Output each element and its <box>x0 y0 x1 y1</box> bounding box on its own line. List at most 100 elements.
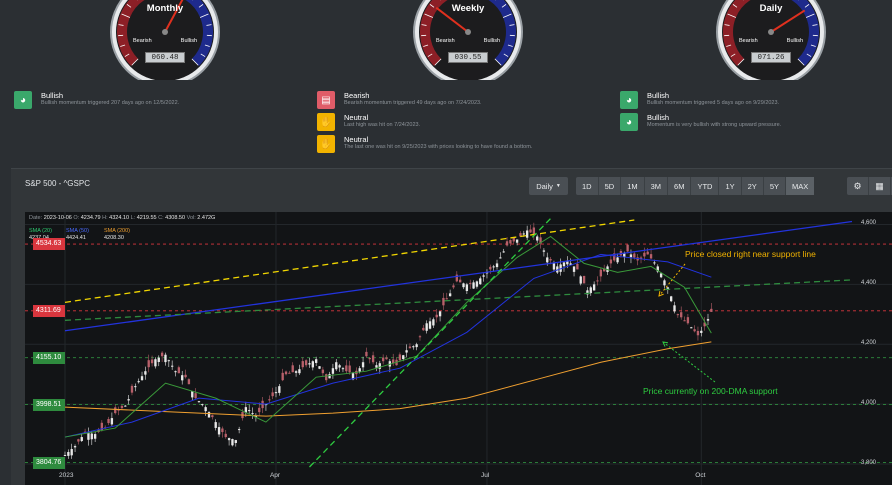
settings-icon[interactable]: ⚙ <box>847 177 869 195</box>
trendline[interactable] <box>309 218 552 468</box>
candle-body <box>274 392 278 394</box>
candle-body <box>525 230 529 238</box>
range-button-5y[interactable]: 5Y <box>764 177 787 195</box>
trendline[interactable] <box>64 279 853 321</box>
price-level-tag: 3804.76 <box>33 456 66 469</box>
ohlc-volume-label: Vol: <box>186 215 196 221</box>
sma200-legend: SMA (200) 4208.30 <box>104 228 130 242</box>
range-button-1m[interactable]: 1M <box>621 177 645 195</box>
range-button-1d[interactable]: 1D <box>576 177 599 195</box>
candle-body <box>134 386 137 388</box>
signal-weekly-bearish: ▤ Bearish Bearish momentum triggered 49 … <box>317 91 482 109</box>
x-tick-label: 2023 <box>59 472 74 479</box>
gauge-monthly: Monthly Bearish Bullish 060.48 <box>109 0 221 80</box>
signal-description: The last one was hit on 9/25/2023 with p… <box>344 144 533 150</box>
trendline[interactable] <box>64 220 853 332</box>
range-button-2y[interactable]: 2Y <box>742 177 764 195</box>
range-button-3m[interactable]: 3M <box>645 177 669 195</box>
gauge-tick <box>730 53 736 57</box>
range-button-ytd[interactable]: YTD <box>691 177 720 195</box>
price-chart[interactable]: Date: 2023-10-06 O: 4234.79 H: 4324.10 L… <box>25 212 892 485</box>
candle-body <box>683 320 686 322</box>
candle-body <box>187 379 191 385</box>
range-button-max[interactable]: MAX <box>786 177 815 195</box>
candle-body <box>646 251 649 255</box>
annotation-arrow-top <box>658 263 686 297</box>
range-button-1y[interactable]: 1Y <box>719 177 742 195</box>
candle-body <box>248 410 251 412</box>
candle-body <box>552 263 556 270</box>
gauge-tick <box>737 58 745 66</box>
range-button-6m[interactable]: 6M <box>668 177 692 195</box>
candle-body <box>237 429 241 431</box>
candle-body <box>321 369 325 374</box>
gauge-tick <box>427 53 433 57</box>
ohlc-low-label: L: <box>130 215 136 221</box>
trendline[interactable] <box>64 219 635 303</box>
signal-description: Bearish momentum triggered 49 days ago o… <box>344 100 482 106</box>
candle-body <box>154 359 157 367</box>
chart-canvas <box>25 212 892 485</box>
interval-dropdown[interactable]: Daily ▼ <box>529 177 568 195</box>
gauge-value: 060.48 <box>145 52 185 63</box>
ohlc-volume: 2.472G <box>197 215 216 221</box>
candle-body <box>462 283 465 288</box>
candle-body <box>579 276 582 284</box>
candle-body <box>509 240 512 244</box>
candle-body <box>318 366 321 369</box>
annotation-arrow-bottom <box>662 341 716 383</box>
signal-title: Bullish <box>647 91 670 100</box>
signal-title: Neutral <box>344 113 369 122</box>
candle-body <box>469 282 472 284</box>
candle-body <box>422 327 425 331</box>
candle-body <box>371 355 375 363</box>
gauge-tick <box>501 4 507 8</box>
gauge-face <box>419 0 517 80</box>
candle-body <box>140 376 144 381</box>
gauge-tick <box>726 44 732 47</box>
candle-body <box>201 404 204 406</box>
gauge-bearish-label: Bearish <box>436 38 455 44</box>
signal-description: Bullish momentum triggered 207 days ago … <box>41 100 180 106</box>
candle-body <box>308 363 311 365</box>
candle-body <box>472 282 475 289</box>
signal-daily-bullish: ◕ Bullish Bullish momentum triggered 5 d… <box>620 91 779 109</box>
candle-body <box>495 263 499 268</box>
candle-body <box>442 297 445 306</box>
gauge-needle <box>435 6 469 33</box>
candle-body <box>298 369 301 374</box>
candle-body <box>130 385 134 393</box>
gauge-tick <box>507 44 513 47</box>
gauge-dial <box>716 0 826 80</box>
candle-body <box>599 269 603 277</box>
candle-body <box>519 233 522 237</box>
candle-body <box>358 368 361 372</box>
x-tick-label: Jul <box>480 472 490 479</box>
candle-body <box>110 418 114 425</box>
candle-body <box>475 281 479 287</box>
candle-body <box>405 350 408 353</box>
gauge-value: 030.55 <box>448 52 488 63</box>
gauge-tick <box>199 13 209 18</box>
gauge-tick <box>732 4 738 8</box>
gauge-hub <box>465 29 471 35</box>
candle-body <box>278 386 281 393</box>
candle-body <box>586 290 589 295</box>
candle-body <box>536 236 539 241</box>
calculator-icon[interactable]: ▦ <box>869 177 891 195</box>
candle-body <box>512 237 515 242</box>
candle-body <box>459 279 462 283</box>
ohlc-close: 4308.50 <box>165 215 186 221</box>
neutral-hand-icon: ✋ <box>317 135 335 153</box>
ohlc-open: 4234.79 <box>80 215 101 221</box>
candle-body <box>207 412 211 418</box>
bearish-chart-icon: ▤ <box>317 91 335 109</box>
gauge-tick <box>120 44 126 47</box>
range-button-5d[interactable]: 5D <box>599 177 622 195</box>
sma50-line <box>64 253 712 438</box>
x-tick-label: Oct <box>695 472 706 479</box>
gauge-bullish-label: Bullish <box>180 38 197 44</box>
candle-body <box>304 360 308 366</box>
candle-body <box>368 357 371 360</box>
candle-body <box>314 359 318 363</box>
